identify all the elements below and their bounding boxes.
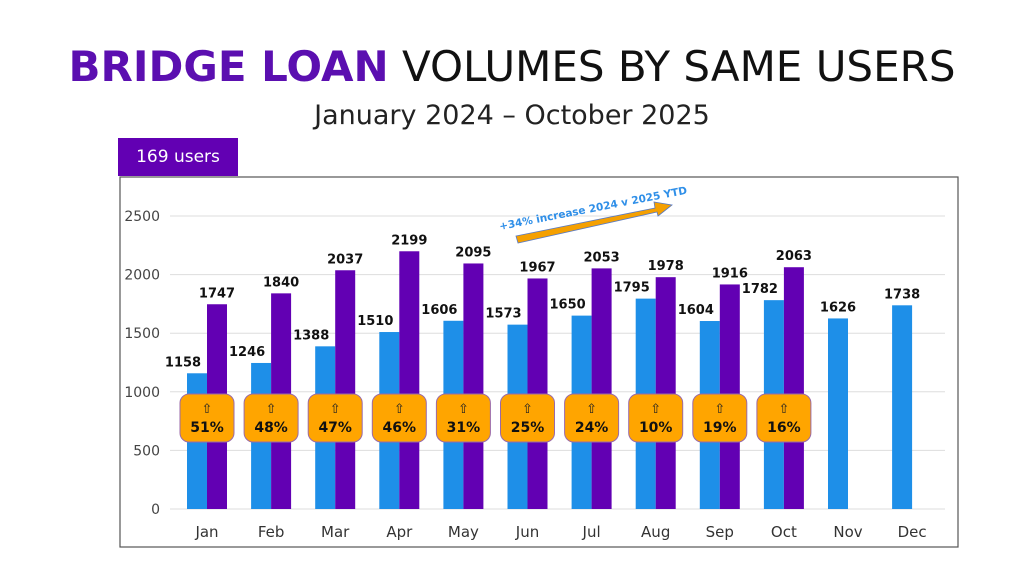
- change-badge: ⇧ 46%: [371, 393, 427, 443]
- change-badge-bg: [243, 393, 299, 443]
- data-label-2025: 2095: [455, 245, 491, 260]
- data-label-2025: 1978: [648, 259, 684, 274]
- y-tick-label: 500: [133, 443, 160, 459]
- up-arrow-icon: ⇧: [202, 402, 213, 417]
- change-percent: 24%: [575, 420, 609, 436]
- change-percent: 46%: [383, 420, 417, 436]
- x-tick-label: Aug: [641, 523, 670, 541]
- up-arrow-icon: ⇧: [330, 402, 341, 417]
- page-title: BRIDGE LOAN VOLUMES BY SAME USERS: [68, 42, 956, 91]
- data-label-2024: 1650: [550, 298, 586, 313]
- change-percent: 31%: [447, 420, 481, 436]
- users-badge: 169 users: [118, 138, 238, 176]
- y-tick-label: 2000: [124, 268, 160, 284]
- change-badge-bg: [179, 393, 235, 443]
- data-label-2024: 1606: [421, 303, 457, 318]
- x-tick-label: Nov: [833, 523, 862, 541]
- change-badge-bg: [307, 393, 363, 443]
- change-badge-bg: [692, 393, 748, 443]
- data-label-2024: 1246: [229, 345, 265, 360]
- change-percent: 47%: [318, 420, 352, 436]
- x-tick-label: Feb: [258, 523, 285, 541]
- change-badge: ⇧ 16%: [756, 393, 812, 443]
- change-badge: ⇧ 48%: [243, 393, 299, 443]
- x-tick-label: Jan: [194, 523, 218, 541]
- change-percent: 19%: [703, 420, 737, 436]
- bar-2025: [335, 270, 356, 509]
- change-badge-bg: [756, 393, 812, 443]
- x-tick-label: Sep: [706, 523, 734, 541]
- x-tick-label: Jul: [582, 523, 601, 541]
- page-subtitle: January 2024 – October 2025: [314, 100, 710, 131]
- bar-2025: [399, 251, 420, 509]
- change-percent: 10%: [639, 420, 673, 436]
- data-label-2024: 1782: [742, 282, 778, 297]
- data-label-2024: 1795: [614, 281, 650, 296]
- data-label-2024: 1626: [820, 300, 856, 315]
- y-tick-label: 0: [151, 502, 160, 518]
- x-tick-label: Oct: [771, 523, 797, 541]
- data-label-2025: 2053: [584, 250, 620, 265]
- change-percent: 48%: [254, 420, 288, 436]
- data-label-2025: 1840: [263, 275, 299, 290]
- change-badge-bg: [371, 393, 427, 443]
- bar-2025: [591, 268, 612, 509]
- change-badge: ⇧ 19%: [692, 393, 748, 443]
- up-arrow-icon: ⇧: [394, 402, 405, 417]
- x-tick-label: Dec: [898, 523, 927, 541]
- change-percent: 25%: [511, 420, 545, 436]
- data-label-2025: 1747: [199, 286, 235, 301]
- up-arrow-icon: ⇧: [522, 402, 533, 417]
- y-tick-label: 1000: [124, 385, 160, 401]
- change-badge-bg: [564, 393, 620, 443]
- data-label-2025: 2063: [776, 249, 812, 264]
- data-label-2025: 2037: [327, 252, 363, 267]
- data-label-2024: 1510: [357, 314, 393, 329]
- data-label-2025: 1916: [712, 266, 748, 281]
- change-badge: ⇧ 31%: [435, 393, 491, 443]
- change-badge: ⇧ 24%: [564, 393, 620, 443]
- up-arrow-icon: ⇧: [650, 402, 661, 417]
- data-label-2024: 1388: [293, 328, 329, 343]
- up-arrow-icon: ⇧: [266, 402, 277, 417]
- change-badge-bg: [500, 393, 555, 443]
- bar-2025: [655, 277, 676, 509]
- change-badge-bg: [435, 393, 491, 443]
- up-arrow-icon: ⇧: [714, 402, 725, 417]
- data-label-2024: 1738: [884, 287, 920, 302]
- change-badge: ⇧ 47%: [307, 393, 363, 443]
- bar-2024: [892, 305, 913, 509]
- trend-arrow-icon: [515, 201, 673, 244]
- change-badge: ⇧ 10%: [628, 393, 684, 443]
- change-percent: 16%: [767, 420, 801, 436]
- change-badge-bg: [628, 393, 684, 443]
- x-tick-label: Jun: [515, 523, 539, 541]
- x-tick-label: Apr: [386, 523, 413, 541]
- bar-2025: [783, 267, 804, 509]
- y-tick-label: 2500: [124, 209, 160, 225]
- change-badge: ⇧ 51%: [179, 393, 235, 443]
- data-label-2025: 2199: [391, 233, 427, 248]
- up-arrow-icon: ⇧: [458, 402, 469, 417]
- bar-2024: [828, 318, 848, 509]
- data-label-2025: 1967: [519, 260, 555, 275]
- up-arrow-icon: ⇧: [778, 402, 789, 417]
- y-tick-label: 1500: [124, 326, 160, 342]
- bar-2025: [463, 263, 484, 509]
- x-tick-label: May: [448, 523, 479, 541]
- data-label-2024: 1158: [165, 355, 201, 370]
- change-badge: ⇧ 25%: [500, 393, 555, 443]
- data-label-2024: 1604: [678, 303, 714, 318]
- data-label-2024: 1573: [485, 307, 521, 322]
- change-percent: 51%: [190, 420, 224, 436]
- up-arrow-icon: ⇧: [586, 402, 597, 417]
- x-tick-label: Mar: [321, 523, 350, 541]
